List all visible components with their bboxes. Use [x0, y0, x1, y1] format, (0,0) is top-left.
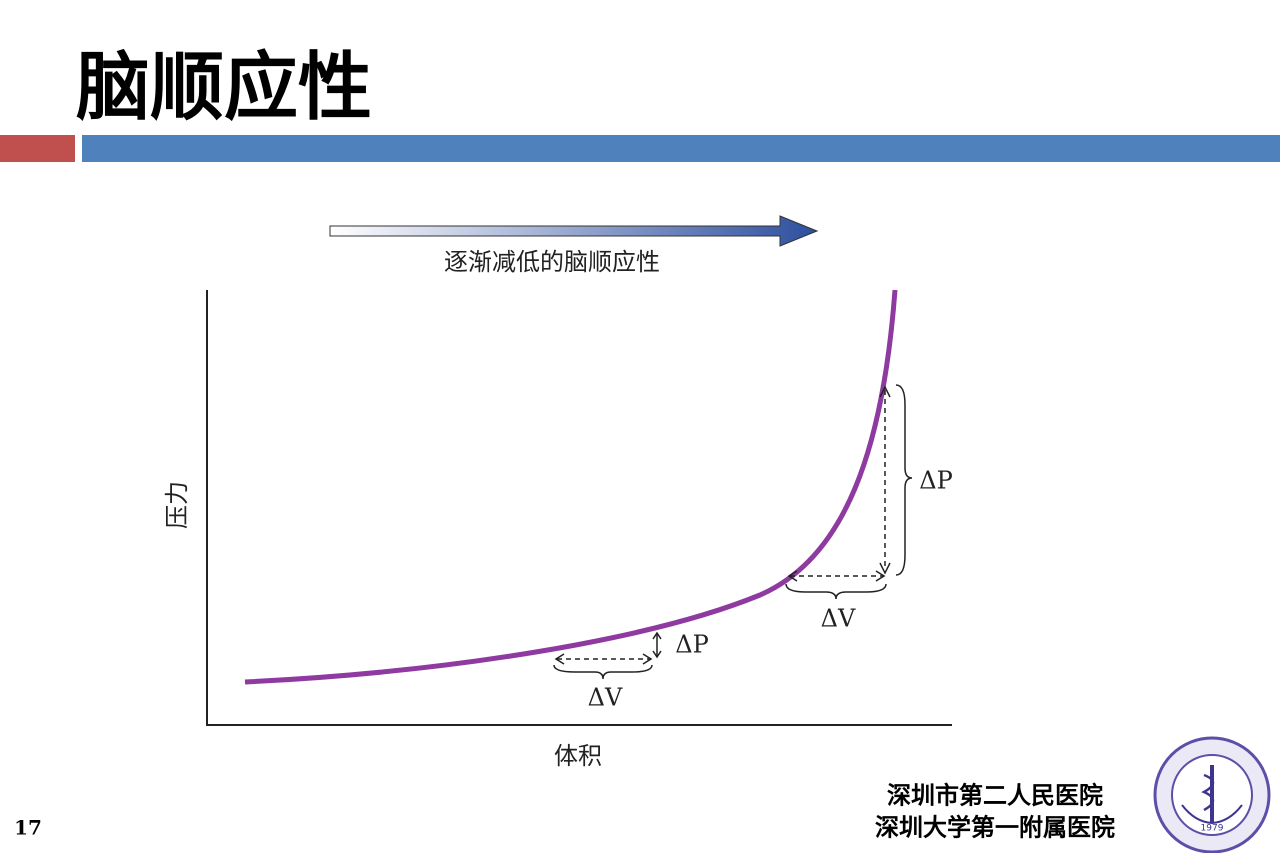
delta-p-low: ΔP: [675, 631, 708, 659]
hospital-name: 深圳市第二人民医院: [887, 781, 1103, 810]
y-axis-label: 压力: [163, 481, 191, 529]
hospital-logo: 1979: [1153, 736, 1271, 853]
university-name: 深圳大学第一附属医院: [875, 813, 1115, 842]
annotation-low: [553, 631, 662, 680]
trend-arrow: [329, 215, 819, 247]
logo-year: 1979: [1201, 824, 1224, 834]
delta-v-high: ΔV: [821, 605, 856, 633]
x-axis-label: 体积: [554, 742, 602, 770]
page-number: 17: [14, 816, 42, 840]
header-bar: [82, 135, 1280, 162]
arrow-label: 逐渐减低的脑顺应性: [444, 248, 660, 276]
slide-title: 脑顺应性: [76, 45, 372, 131]
delta-v-low: ΔV: [588, 684, 623, 712]
delta-p-high: ΔP: [919, 467, 952, 495]
annotation-high: [785, 384, 913, 600]
pressure-volume-curve: [244, 289, 898, 685]
accent-bar: [0, 135, 75, 162]
